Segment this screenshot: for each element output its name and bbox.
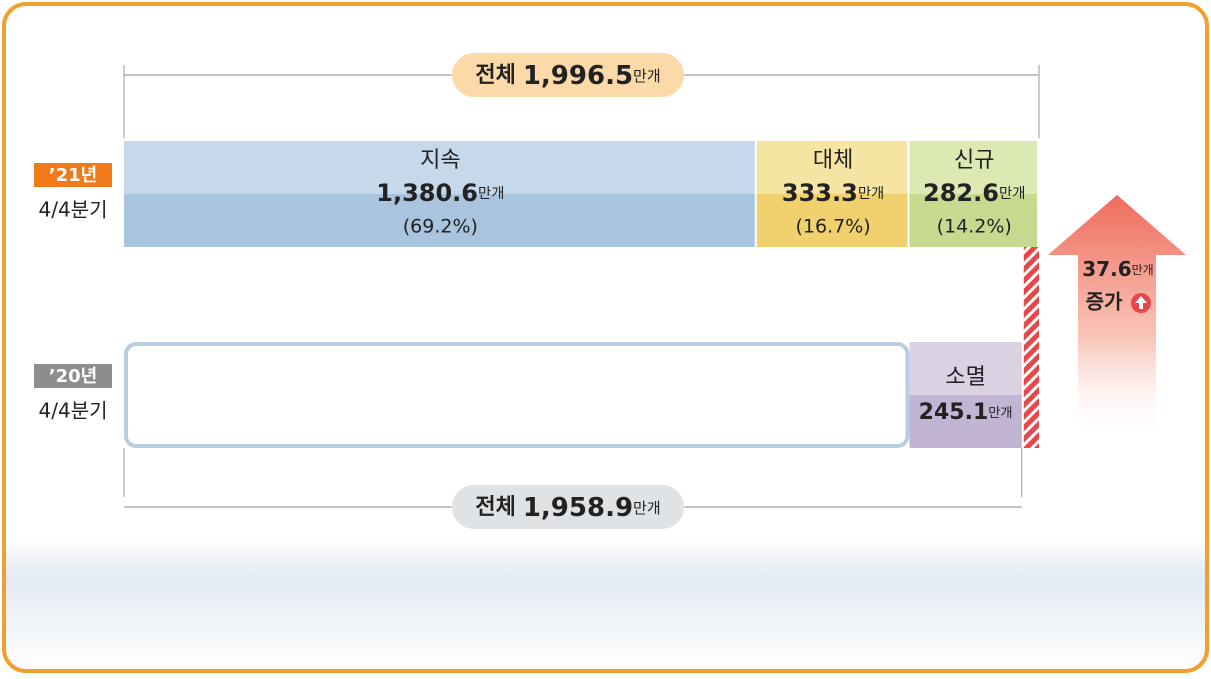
total-prefix: 전체 <box>475 63 515 88</box>
increase-bar <box>1023 247 1039 448</box>
row-tag: ’20년 <box>49 366 97 387</box>
total-prefix: 전체 <box>475 495 515 520</box>
bar-segment <box>909 141 1037 247</box>
segment-name: 지속 <box>420 148 460 173</box>
increase-text: 증가 <box>1086 290 1123 314</box>
unit: 만개 <box>999 185 1025 202</box>
total-pill <box>452 485 684 529</box>
value-label: 37.6만개 <box>1082 257 1153 281</box>
segment-name: 소멸 <box>945 365 985 390</box>
row-tag-bg <box>34 163 112 187</box>
bar-outline <box>124 342 910 448</box>
row-tag: ’21년 <box>49 165 97 186</box>
total-space <box>516 63 523 88</box>
unit: 만개 <box>633 499 661 517</box>
unit: 만개 <box>478 185 504 202</box>
unit: 만개 <box>1132 263 1154 277</box>
increase-arrow <box>1048 195 1186 440</box>
total-pill <box>452 53 684 97</box>
total-label: 전체 1,996.5만개 <box>475 61 660 91</box>
segment-share: (14.2%) <box>937 216 1012 238</box>
segment-top <box>909 342 1022 395</box>
bar-segment <box>909 342 1022 448</box>
total-space <box>516 495 523 520</box>
value-label: 333.3만개 <box>782 179 884 207</box>
unit: 만개 <box>858 185 884 202</box>
bar-segment <box>124 141 755 247</box>
segment-bottom <box>909 194 1037 247</box>
segment-share: (69.2%) <box>403 216 478 238</box>
value-number: 333.3 <box>782 179 858 207</box>
segment-bottom <box>909 395 1022 448</box>
segment-top <box>124 141 755 194</box>
segment-top <box>909 141 1037 194</box>
total-number: 1,996.5 <box>523 61 633 91</box>
total-label: 전체 1,958.9만개 <box>475 493 660 523</box>
segment-name: 대체 <box>813 148 853 173</box>
value-number: 1,380.6 <box>376 179 478 207</box>
value-number: 282.6 <box>923 179 999 207</box>
value-label: 282.6만개 <box>923 179 1025 207</box>
bar-segment <box>756 141 908 247</box>
unit: 만개 <box>988 405 1012 421</box>
segment-share: (16.7%) <box>796 216 871 238</box>
value-label: 245.1만개 <box>919 400 1013 425</box>
row-tag-bg <box>34 364 112 388</box>
segment-name: 신규 <box>954 148 994 173</box>
unit: 만개 <box>633 67 661 85</box>
total-number: 1,958.9 <box>523 493 633 523</box>
segment-top <box>756 141 908 194</box>
row-period: 4/4분기 <box>39 399 108 423</box>
row-period: 4/4분기 <box>39 198 108 222</box>
up-icon-arrow <box>1135 296 1147 309</box>
value-label: 1,380.6만개 <box>376 179 504 207</box>
segment-bottom <box>756 194 908 247</box>
value-number: 37.6 <box>1082 257 1131 281</box>
segment-bottom <box>124 194 755 247</box>
value-number: 245.1 <box>919 400 989 425</box>
